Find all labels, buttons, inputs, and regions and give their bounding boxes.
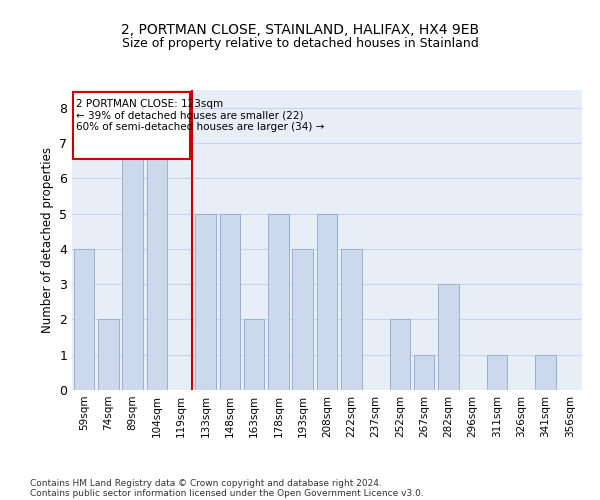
Bar	[535, 354, 556, 390]
Bar	[292, 249, 313, 390]
Bar	[195, 214, 216, 390]
Text: Size of property relative to detached houses in Stainland: Size of property relative to detached ho…	[122, 38, 478, 51]
Text: Contains HM Land Registry data © Crown copyright and database right 2024.: Contains HM Land Registry data © Crown c…	[30, 478, 382, 488]
Bar	[146, 143, 167, 390]
Text: Contains public sector information licensed under the Open Government Licence v3: Contains public sector information licen…	[30, 488, 424, 498]
Bar	[389, 320, 410, 390]
Text: 2, PORTMAN CLOSE, STAINLAND, HALIFAX, HX4 9EB: 2, PORTMAN CLOSE, STAINLAND, HALIFAX, HX…	[121, 22, 479, 36]
Y-axis label: Number of detached properties: Number of detached properties	[41, 147, 53, 333]
FancyBboxPatch shape	[73, 92, 190, 159]
Bar	[74, 249, 94, 390]
Bar	[341, 249, 362, 390]
Bar	[98, 320, 119, 390]
Text: 2 PORTMAN CLOSE: 123sqm
← 39% of detached houses are smaller (22)
60% of semi-de: 2 PORTMAN CLOSE: 123sqm ← 39% of detache…	[76, 99, 324, 132]
Bar	[268, 214, 289, 390]
Bar	[414, 354, 434, 390]
Bar	[438, 284, 459, 390]
Bar	[487, 354, 508, 390]
Bar	[122, 143, 143, 390]
Bar	[244, 320, 265, 390]
Bar	[220, 214, 240, 390]
Bar	[317, 214, 337, 390]
